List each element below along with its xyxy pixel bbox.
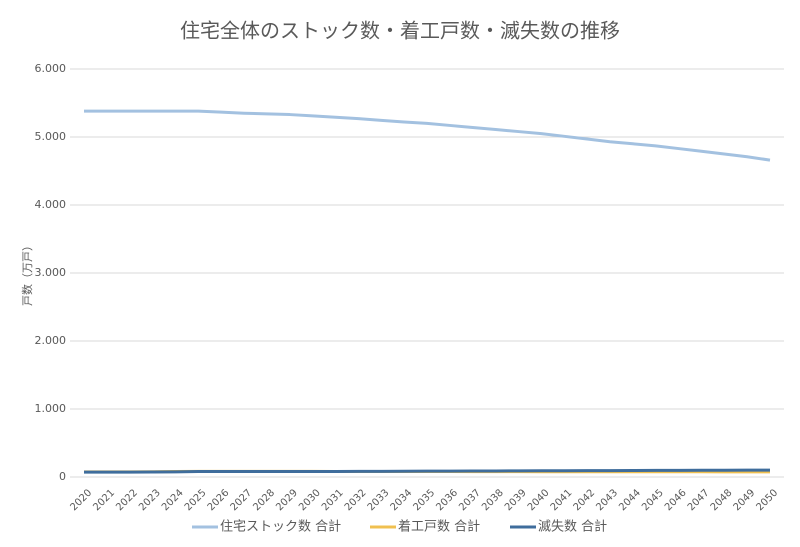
x-tick-label: 2036 bbox=[434, 487, 460, 513]
y-tick-label: 0 bbox=[59, 470, 66, 483]
x-tick-label: 2035 bbox=[411, 487, 437, 513]
x-tick-label: 2030 bbox=[297, 487, 323, 513]
legend-label: 住宅ストック数 合計 bbox=[220, 519, 341, 535]
x-tick-label: 2034 bbox=[389, 487, 415, 513]
x-tick-label: 2027 bbox=[229, 487, 255, 513]
x-tick-label: 2040 bbox=[526, 487, 552, 513]
x-tick-label: 2031 bbox=[320, 487, 346, 513]
x-tick-label: 2028 bbox=[251, 487, 277, 513]
x-tick-label: 2023 bbox=[137, 487, 163, 513]
x-tick-label: 2050 bbox=[754, 487, 780, 513]
x-tick-label: 2021 bbox=[91, 487, 117, 513]
x-tick-label: 2042 bbox=[572, 487, 598, 513]
x-tick-label: 2046 bbox=[663, 487, 689, 513]
y-tick-label: 3.000 bbox=[35, 266, 67, 279]
x-tick-label: 2039 bbox=[503, 487, 529, 513]
x-tick-label: 2049 bbox=[732, 487, 758, 513]
x-tick-label: 2025 bbox=[183, 487, 209, 513]
x-tick-label: 2024 bbox=[160, 487, 186, 513]
x-tick-label: 2038 bbox=[480, 487, 506, 513]
x-tick-label: 2033 bbox=[366, 487, 392, 513]
y-tick-label: 4.000 bbox=[35, 198, 67, 211]
x-tick-label: 2032 bbox=[343, 487, 369, 513]
y-tick-label: 2.000 bbox=[35, 334, 67, 347]
legend-label: 滅失数 合計 bbox=[538, 519, 607, 535]
legend-label: 着工戸数 合計 bbox=[398, 519, 480, 535]
chart-title: 住宅全体のストック数・着工戸数・滅失数の推移 bbox=[180, 19, 620, 43]
y-tick-label: 5.000 bbox=[35, 130, 67, 143]
x-tick-label: 2026 bbox=[206, 487, 232, 513]
y-tick-label: 1.000 bbox=[35, 402, 67, 415]
x-tick-label: 2037 bbox=[457, 487, 483, 513]
x-tick-label: 2020 bbox=[68, 487, 94, 513]
y-tick-label: 6.000 bbox=[35, 62, 67, 75]
series-line bbox=[84, 468, 771, 474]
x-tick-label: 2045 bbox=[640, 487, 666, 513]
x-tick-label: 2047 bbox=[686, 487, 712, 513]
x-tick-label: 2022 bbox=[114, 487, 140, 513]
x-tick-label: 2029 bbox=[274, 487, 300, 513]
series-line bbox=[84, 109, 771, 162]
x-tick-label: 2041 bbox=[549, 487, 575, 513]
x-tick-label: 2044 bbox=[617, 487, 643, 513]
x-tick-label: 2043 bbox=[594, 487, 620, 513]
y-axis-label: 戸数（万戸） bbox=[21, 240, 34, 306]
x-tick-label: 2048 bbox=[709, 487, 735, 513]
